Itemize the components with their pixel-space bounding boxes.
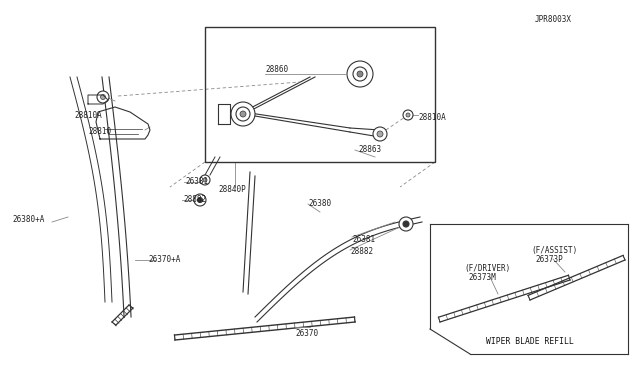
Text: 28860: 28860 — [265, 65, 288, 74]
Circle shape — [200, 175, 210, 185]
Text: 26380+A: 26380+A — [12, 215, 44, 224]
Circle shape — [203, 178, 207, 182]
Circle shape — [100, 94, 106, 99]
Circle shape — [357, 71, 363, 77]
Circle shape — [399, 217, 413, 231]
Text: 26373M: 26373M — [468, 273, 496, 282]
Text: 26370+A: 26370+A — [148, 256, 180, 264]
Circle shape — [377, 131, 383, 137]
Text: 28882: 28882 — [183, 196, 206, 205]
Circle shape — [198, 198, 202, 202]
Text: (F/ASSIST): (F/ASSIST) — [531, 246, 577, 254]
Circle shape — [406, 113, 410, 117]
Text: 26370: 26370 — [295, 330, 318, 339]
Circle shape — [353, 67, 367, 81]
Text: 28863: 28863 — [358, 145, 381, 154]
Circle shape — [240, 111, 246, 117]
Text: (F/DRIVER): (F/DRIVER) — [464, 263, 510, 273]
Circle shape — [347, 61, 373, 87]
Text: 26381: 26381 — [185, 177, 208, 186]
Text: 28882: 28882 — [350, 247, 373, 257]
Text: WIPER BLADE REFILL: WIPER BLADE REFILL — [486, 337, 574, 346]
Circle shape — [403, 221, 409, 227]
Circle shape — [373, 127, 387, 141]
Text: 28810A: 28810A — [74, 110, 102, 119]
Circle shape — [97, 91, 109, 103]
Circle shape — [236, 107, 250, 121]
Bar — [205, 27, 435, 162]
Circle shape — [231, 102, 255, 126]
Text: 26381: 26381 — [352, 234, 375, 244]
Text: JPR8003X: JPR8003X — [535, 16, 572, 25]
Text: 26380: 26380 — [308, 199, 331, 208]
Text: 28810A: 28810A — [418, 112, 445, 122]
Text: 26373P: 26373P — [535, 254, 563, 263]
Text: 28840P: 28840P — [218, 185, 246, 193]
Circle shape — [194, 194, 206, 206]
Circle shape — [403, 110, 413, 120]
Text: 28810: 28810 — [88, 128, 111, 137]
